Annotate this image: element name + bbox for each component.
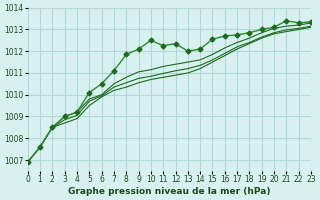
X-axis label: Graphe pression niveau de la mer (hPa): Graphe pression niveau de la mer (hPa) bbox=[68, 187, 271, 196]
